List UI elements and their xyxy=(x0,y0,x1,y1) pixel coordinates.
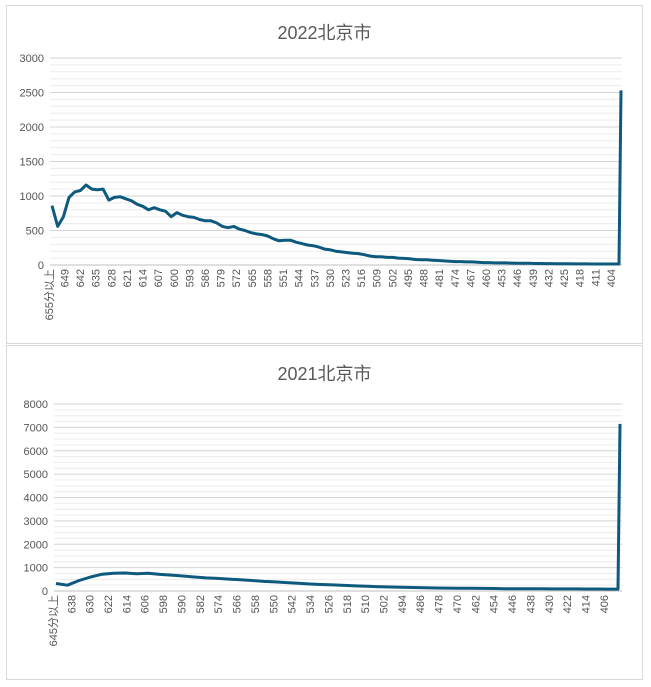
x-tick-label: 598 xyxy=(158,595,170,613)
x-tick-label: 411 xyxy=(590,269,602,287)
x-tick-label: 534 xyxy=(305,595,317,613)
x-tick-label: 630 xyxy=(85,595,97,613)
x-tick-label: 586 xyxy=(200,269,212,287)
x-tick-label: 558 xyxy=(250,595,262,613)
x-tick-label: 460 xyxy=(481,269,493,287)
chart-panel-2022: 2022北京市 0 500 1000 1500 2000 2500 3000 655分以上 64… xyxy=(6,5,643,344)
x-tick-label: 422 xyxy=(562,595,574,613)
y-tick-label: 8000 xyxy=(24,399,48,411)
x-tick-label: 526 xyxy=(323,595,335,613)
x-tick-label: 572 xyxy=(231,269,243,287)
series-line xyxy=(50,90,623,266)
x-tick-label: 590 xyxy=(176,595,188,613)
x-tick-label: 516 xyxy=(356,269,368,287)
x-tick-label: 614 xyxy=(138,269,150,287)
chart-title: 2021北京市 xyxy=(277,364,372,384)
y-tick-label: 0 xyxy=(42,586,48,598)
x-tick-label: 655分以上 xyxy=(43,269,56,320)
x-tick-label: 509 xyxy=(372,269,384,287)
y-tick-label: 3000 xyxy=(20,53,44,65)
x-tick-label: 446 xyxy=(512,269,524,287)
x-tick-label: 474 xyxy=(450,269,462,287)
x-tick-label: 438 xyxy=(525,595,537,613)
y-tick-label: 2000 xyxy=(24,539,48,551)
y-tick-label: 6000 xyxy=(24,446,48,458)
chart-panel-2021: 2021北京市 0 1000 2000 3000 4000 5000 6000 7000 800… xyxy=(6,345,643,680)
x-tick-label: 488 xyxy=(419,269,431,287)
x-tick-label: 537 xyxy=(309,269,321,287)
x-tick-label: 518 xyxy=(342,595,354,613)
x-tick-label: 462 xyxy=(470,595,482,613)
x-tick-label: 494 xyxy=(397,595,409,613)
chart-2021-svg: 0 1000 2000 3000 4000 5000 6000 7000 8000 645分以上 6… xyxy=(24,399,622,646)
x-tick-label: 454 xyxy=(489,595,501,613)
x-tick-label: 523 xyxy=(341,269,353,287)
y-tick-label: 0 xyxy=(38,260,44,272)
y-tick-label: 5000 xyxy=(24,469,48,481)
x-tick-label: 614 xyxy=(121,595,133,613)
series-line xyxy=(55,423,622,591)
y-tick-label: 3000 xyxy=(24,516,48,528)
x-tick-label: 425 xyxy=(559,269,571,287)
x-tick-label: 542 xyxy=(287,595,299,613)
x-tick-label: 582 xyxy=(195,595,207,613)
y-tick-label: 2000 xyxy=(20,122,44,134)
y-tick-label: 1000 xyxy=(20,191,44,203)
x-tick-label: 606 xyxy=(140,595,152,613)
y-tick-label: 1000 xyxy=(24,563,48,575)
x-tick-label: 495 xyxy=(403,269,415,287)
x-tick-label: 622 xyxy=(103,595,115,613)
x-tick-label: 638 xyxy=(66,595,78,613)
y-tick-label: 4000 xyxy=(24,493,48,505)
x-tick-label: 418 xyxy=(575,269,587,287)
x-tick-label: 530 xyxy=(325,269,337,287)
x-tick-label: 486 xyxy=(415,595,427,613)
x-tick-label: 574 xyxy=(213,595,225,613)
y-tick-label: 1500 xyxy=(20,157,44,169)
x-tick-label: 510 xyxy=(360,595,372,613)
x-tick-label: 481 xyxy=(434,269,446,287)
x-tick-label: 439 xyxy=(528,269,540,287)
x-tick-label: 645分以上 xyxy=(47,595,60,646)
x-tick-label: 406 xyxy=(599,595,611,613)
x-tick-label: 446 xyxy=(507,595,519,613)
x-tick-label: 502 xyxy=(379,595,391,613)
x-tick-label: 550 xyxy=(268,595,280,613)
x-tick-label: 470 xyxy=(452,595,464,613)
x-tick-label: 642 xyxy=(75,269,87,287)
x-tick-label: 593 xyxy=(184,269,196,287)
chart-title: 2022北京市 xyxy=(277,23,372,43)
y-tick-label: 500 xyxy=(26,226,44,238)
x-tick-label: 565 xyxy=(247,269,259,287)
x-tick-label: 558 xyxy=(262,269,274,287)
x-tick-label: 579 xyxy=(216,269,228,287)
x-tick-label: 621 xyxy=(122,269,134,287)
x-tick-label: 628 xyxy=(106,269,118,287)
x-tick-label: 478 xyxy=(434,595,446,613)
x-tick-label: 566 xyxy=(232,595,244,613)
x-tick-label: 544 xyxy=(294,269,306,287)
x-tick-label: 502 xyxy=(387,269,399,287)
x-tick-label: 607 xyxy=(153,269,165,287)
x-tick-label: 430 xyxy=(544,595,556,613)
y-tick-label: 7000 xyxy=(24,422,48,434)
x-tick-label: 414 xyxy=(581,595,593,613)
x-tick-label: 635 xyxy=(91,269,103,287)
y-tick-label: 2500 xyxy=(20,88,44,100)
x-tick-label: 467 xyxy=(465,269,477,287)
x-tick-label: 453 xyxy=(497,269,509,287)
x-tick-label: 551 xyxy=(278,269,290,287)
x-tick-label: 600 xyxy=(169,269,181,287)
x-tick-label: 432 xyxy=(543,269,555,287)
x-tick-label: 404 xyxy=(606,269,618,287)
x-tick-label: 649 xyxy=(60,269,72,287)
